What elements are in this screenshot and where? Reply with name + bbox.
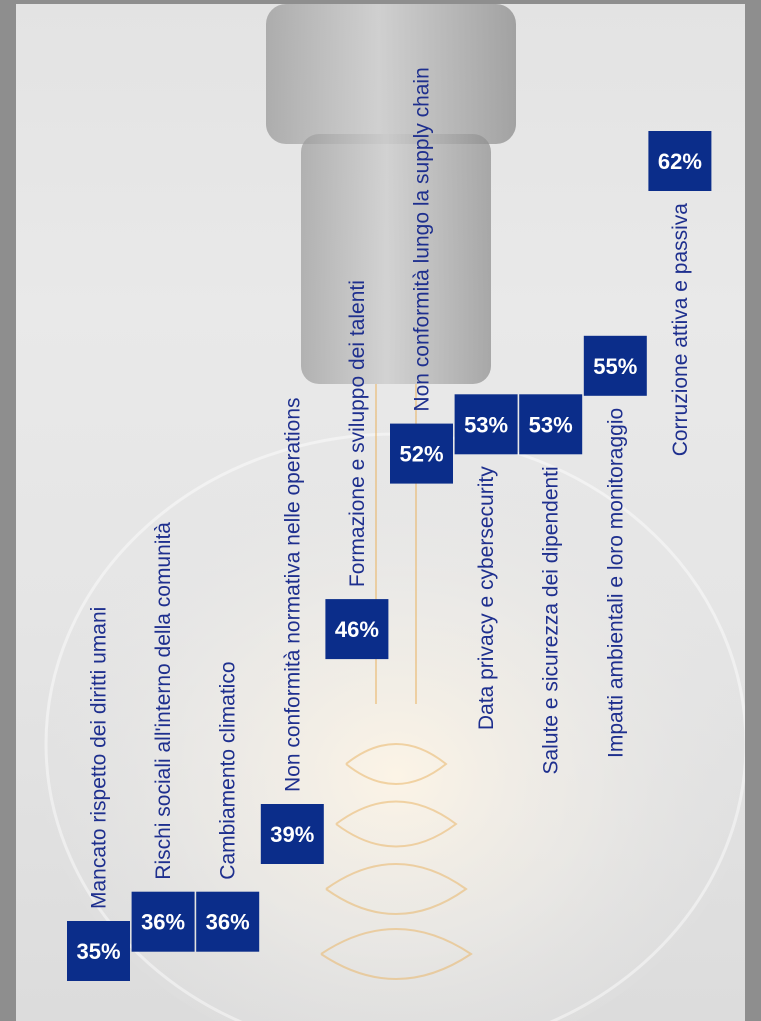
bar-value-label-7: 53% <box>464 412 508 437</box>
bar-value-label-9: 55% <box>593 354 637 379</box>
bar-value-label-8: 53% <box>529 412 573 437</box>
bar-2 <box>131 891 195 952</box>
bar-value-label-5: 46% <box>335 617 379 642</box>
bar-10 <box>648 131 712 191</box>
bars-layer: 35% 36% 36% 39% 46% 52% 53% 53% 55% 62% <box>67 131 712 981</box>
bar-chart: 35% 36% 36% 39% 46% 52% 53% 53% 55% 62% Mancato r… <box>36 4 745 1021</box>
category-label-4: Non conformità normativa nelle operation… <box>281 397 304 792</box>
bar-1 <box>67 921 130 981</box>
category-label-2: Rischi sociali all'interno della comunit… <box>152 522 175 880</box>
light-bulb-background <box>36 4 745 1021</box>
bar-value-label-3: 36% <box>206 910 250 935</box>
bar-value-label-1: 35% <box>76 939 120 964</box>
category-label-9: Impatti ambientali e loro monitoraggio <box>604 408 627 758</box>
category-label-1: Mancato rispetto dei diritti umani <box>88 607 111 909</box>
bar-3 <box>196 891 260 952</box>
category-label-6: Non conformità lungo la supply chain <box>411 67 434 411</box>
bar-value-label-6: 52% <box>399 442 443 467</box>
category-labels-layer: Mancato rispetto dei diritti umani Rischi… <box>88 67 692 909</box>
bar-7 <box>454 394 518 455</box>
bar-value-label-4: 39% <box>270 822 314 847</box>
category-label-8: Salute e sicurezza dei dipendenti <box>540 466 563 774</box>
category-label-7: Data privacy e cybersecurity <box>475 466 498 730</box>
bulb-socket-lower <box>301 134 491 384</box>
bar-6 <box>390 423 453 484</box>
bar-5 <box>325 599 389 660</box>
bar-8 <box>519 394 583 455</box>
bar-9 <box>583 335 647 396</box>
chart-panel: 35% 36% 36% 39% 46% 52% 53% 53% 55% 62% Mancato r… <box>16 4 745 1021</box>
bar-value-label-2: 36% <box>141 910 185 935</box>
bar-value-label-10: 62% <box>658 149 702 174</box>
bulb-socket-upper <box>266 4 516 144</box>
bar-4 <box>260 804 324 864</box>
category-label-5: Formazione e sviluppo dei talenti <box>346 280 369 587</box>
category-label-10: Corruzione attiva e passiva <box>669 203 692 457</box>
bulb-glass <box>36 424 745 1021</box>
category-label-3: Cambiamento climatico <box>217 661 240 879</box>
